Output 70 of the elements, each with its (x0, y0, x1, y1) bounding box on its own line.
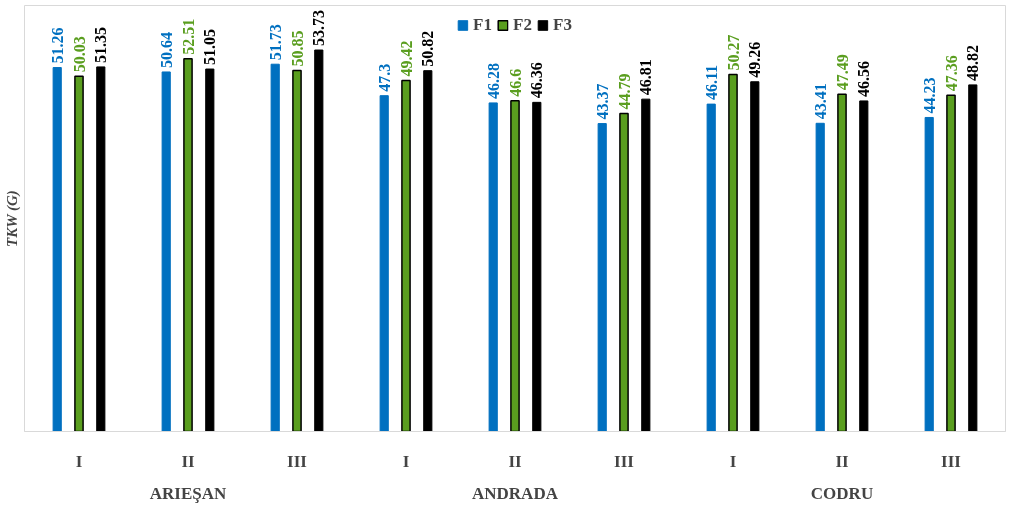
data-label: 46.6 (506, 68, 524, 97)
bar (946, 94, 956, 432)
x-tick-label: I (75, 451, 83, 471)
bar (924, 116, 934, 432)
bar (532, 101, 542, 432)
data-label: 48.82 (964, 44, 982, 81)
data-label: 46.56 (855, 60, 873, 97)
x-tick-label: II (181, 451, 195, 471)
data-label: 51.05 (201, 29, 219, 66)
data-label: 50.64 (157, 31, 175, 68)
x-tick-label: I (402, 451, 410, 471)
y-axis-title: TKW (G) (3, 190, 21, 248)
legend-label: F1 (473, 15, 493, 35)
data-label: 53.73 (310, 10, 328, 47)
data-label: 43.37 (593, 83, 611, 120)
bar (52, 67, 62, 432)
bar (641, 98, 651, 432)
data-label: 44.79 (615, 73, 633, 110)
bar (859, 100, 869, 432)
bar (728, 73, 738, 432)
bar (74, 75, 84, 432)
x-tick-label: III (941, 451, 962, 471)
data-label: 52.51 (179, 18, 197, 55)
legend-label: F3 (553, 15, 573, 35)
data-label: 50.85 (288, 30, 306, 67)
data-label: 51.26 (48, 27, 66, 64)
bar (292, 69, 302, 432)
data-label: 47.49 (833, 54, 851, 91)
data-label: 49.26 (746, 41, 764, 78)
x-tick-label: III (287, 451, 308, 471)
bar (510, 99, 520, 432)
bar (96, 66, 106, 432)
bar (750, 81, 760, 432)
bar (314, 49, 324, 432)
data-label: 44.23 (920, 77, 938, 114)
data-label: 51.35 (92, 26, 110, 63)
data-label: 43.41 (811, 83, 829, 120)
bar (161, 71, 171, 432)
x-tick-label: II (835, 451, 849, 471)
text: CODRU (810, 483, 874, 503)
bar (488, 102, 498, 432)
bar (205, 68, 215, 432)
data-label: 47.36 (942, 55, 960, 92)
data-label: 50.82 (419, 30, 437, 67)
bar (597, 123, 607, 432)
data-label: 46.11 (702, 64, 720, 101)
bar (837, 93, 847, 432)
data-label: 46.28 (484, 62, 502, 99)
bar (968, 84, 978, 432)
bar (815, 122, 825, 432)
data-label: 47.3 (375, 63, 393, 92)
text: ANDRADA (472, 483, 559, 503)
x-tick-label: II (508, 451, 522, 471)
legend-label: F2 (513, 15, 533, 35)
bar (706, 103, 716, 432)
x-tick-label: I (729, 451, 737, 471)
bar (401, 79, 411, 432)
bar (183, 57, 193, 432)
data-label: 46.36 (528, 62, 546, 99)
bar (423, 70, 433, 432)
bar (270, 63, 280, 432)
data-label: 51.73 (266, 24, 284, 61)
data-label: 50.03 (70, 36, 88, 73)
bar (619, 112, 629, 432)
x-tick-label: III (614, 451, 635, 471)
data-label: 46.81 (637, 59, 655, 96)
data-label: 50.27 (724, 34, 742, 71)
text: ARIEŞAN (149, 483, 227, 503)
bar (379, 95, 389, 432)
data-label: 49.42 (397, 40, 415, 77)
